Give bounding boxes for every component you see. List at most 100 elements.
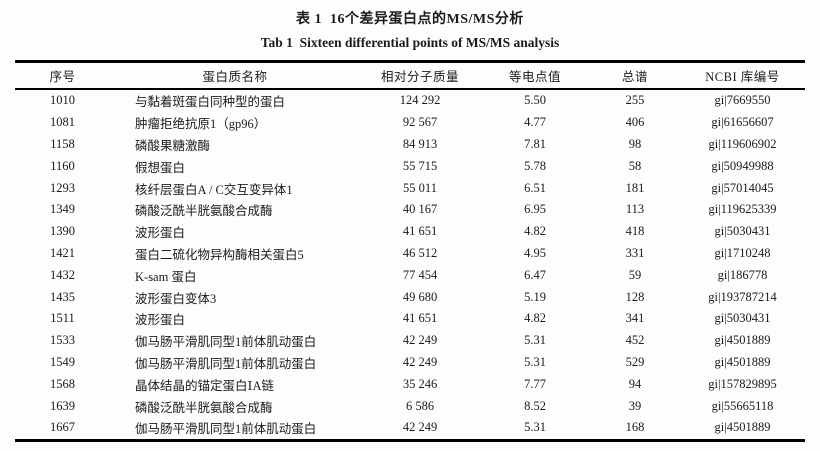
- cell-isoelectric-point: 7.81: [524, 136, 546, 151]
- msms-analysis-table: 序号 蛋白质名称 相对分子质量 等电点值 总谱 NCBI 库编号 1010 与黏着…: [15, 60, 805, 442]
- cell-protein-name: 波形蛋白: [135, 226, 186, 241]
- cell-molecular-mass: 6 586: [405, 398, 435, 413]
- cell-total-spectrum: 341: [625, 311, 645, 326]
- cell-ncbi-id: gi|119606902: [708, 136, 777, 151]
- cell-ncbi-id: gi|5030431: [714, 311, 771, 326]
- cell-molecular-mass: 49 680: [402, 289, 438, 304]
- table-row: 1432 K-sam 蛋白 77 454 6.47 59 gi|186778: [15, 264, 805, 286]
- table-row: 1511 波形蛋白 41 651 4.82 341 gi|5030431: [15, 308, 805, 330]
- table-row: 1158 磷酸果糖激酶 84 913 7.81 98 gi|119606902: [15, 134, 805, 156]
- cell-total-spectrum: 331: [625, 245, 645, 260]
- cell-spot-id: 1081: [50, 115, 75, 130]
- cell-molecular-mass: 42 249: [402, 420, 438, 435]
- cell-total-spectrum: 168: [625, 420, 645, 435]
- cell-total-spectrum: 418: [625, 224, 645, 239]
- cell-spot-id: 1010: [50, 93, 75, 108]
- cell-ncbi-id: gi|57014045: [711, 180, 774, 195]
- cell-protein-name: 晶体结晶的锚定蛋白ⅠA链: [135, 378, 274, 393]
- cell-total-spectrum: 128: [625, 289, 645, 304]
- cell-isoelectric-point: 5.31: [524, 333, 546, 348]
- cell-spot-id: 1435: [50, 289, 75, 304]
- cell-spot-id: 1511: [50, 311, 75, 326]
- cell-spot-id: 1639: [50, 398, 75, 413]
- cell-spot-id: 1568: [50, 376, 75, 391]
- cell-molecular-mass: 42 249: [402, 333, 438, 348]
- cell-total-spectrum: 113: [625, 202, 645, 217]
- table-row: 1568 晶体结晶的锚定蛋白ⅠA链 35 246 7.77 94 gi|157829895: [15, 373, 805, 395]
- table-row: 1421 蛋白二硫化物异构酶相关蛋白5 46 512 4.95 331 gi|171024…: [15, 243, 805, 265]
- cell-molecular-mass: 84 913: [402, 136, 438, 151]
- table-row: 1160 假想蛋白 55 715 5.78 58 gi|50949988: [15, 155, 805, 177]
- cell-isoelectric-point: 5.31: [524, 420, 546, 435]
- cell-ncbi-id: gi|186778: [717, 267, 768, 282]
- cell-total-spectrum: 529: [625, 354, 645, 369]
- cell-molecular-mass: 41 651: [402, 311, 438, 326]
- cell-isoelectric-point: 5.50: [524, 93, 546, 108]
- cell-isoelectric-point: 5.19: [524, 289, 546, 304]
- cell-spot-id: 1533: [50, 333, 75, 348]
- cell-isoelectric-point: 6.47: [524, 267, 546, 282]
- cell-isoelectric-point: 6.51: [524, 180, 546, 195]
- cell-ncbi-id: gi|55665118: [711, 398, 774, 413]
- column-header-ncbi-id: NCBI 库编号: [705, 70, 780, 84]
- cell-total-spectrum: 39: [628, 398, 642, 413]
- cell-protein-name: 伽马肠平滑肌同型1前体肌动蛋白: [135, 356, 317, 371]
- cell-ncbi-id: gi|5030431: [714, 224, 771, 239]
- cell-total-spectrum: 406: [625, 115, 645, 130]
- cell-ncbi-id: gi|119625339: [708, 202, 777, 217]
- table-caption-zh: 表 1 16个差异蛋白点的MS/MS分析: [296, 12, 524, 27]
- cell-molecular-mass: 42 249: [402, 354, 438, 369]
- cell-ncbi-id: gi|193787214: [708, 289, 777, 304]
- cell-isoelectric-point: 4.95: [524, 245, 546, 260]
- cell-protein-name: 磷酸果糖激酶: [135, 138, 211, 153]
- cell-isoelectric-point: 6.95: [524, 202, 546, 217]
- cell-total-spectrum: 94: [628, 376, 642, 391]
- cell-molecular-mass: 55 715: [402, 158, 438, 173]
- column-header-total-spectrum: 总谱: [621, 70, 648, 84]
- cell-ncbi-id: gi|7669550: [714, 93, 771, 108]
- cell-protein-name: 肿瘤拒绝抗原1（gp96）: [135, 117, 267, 132]
- cell-spot-id: 1293: [50, 180, 75, 195]
- cell-molecular-mass: 40 167: [402, 202, 438, 217]
- cell-molecular-mass: 77 454: [402, 267, 438, 282]
- table-body: 1010 与黏着斑蛋白同种型的蛋白 124 292 5.50 255 gi|7669550…: [15, 89, 805, 440]
- column-header-spot-id: 序号: [49, 70, 76, 84]
- cell-isoelectric-point: 5.31: [524, 354, 546, 369]
- cell-protein-name: 蛋白二硫化物异构酶相关蛋白5: [135, 247, 304, 262]
- cell-isoelectric-point: 4.82: [524, 224, 546, 239]
- table-row: 1293 核纤层蛋白A / C交互变异体1 55 011 6.51 181 gi|5701…: [15, 177, 805, 199]
- cell-protein-name: 磷酸泛酰半胱氨酸合成酶: [135, 400, 273, 415]
- cell-isoelectric-point: 5.78: [524, 158, 546, 173]
- cell-molecular-mass: 41 651: [402, 224, 438, 239]
- cell-molecular-mass: 124 292: [399, 93, 441, 108]
- table-header-row: 序号 蛋白质名称 相对分子质量 等电点值 总谱 NCBI 库编号: [15, 62, 805, 89]
- cell-ncbi-id: gi|50949988: [711, 158, 774, 173]
- cell-protein-name: 伽马肠平滑肌同型1前体肌动蛋白: [135, 422, 317, 437]
- cell-protein-name: 波形蛋白变体3: [135, 291, 217, 306]
- table-row: 1533 伽马肠平滑肌同型1前体肌动蛋白 42 249 5.31 452 gi|45018…: [15, 330, 805, 352]
- cell-molecular-mass: 46 512: [402, 245, 438, 260]
- cell-ncbi-id: gi|61656607: [711, 115, 774, 130]
- cell-protein-name: 核纤层蛋白A / C交互变异体1: [135, 182, 293, 197]
- cell-isoelectric-point: 4.82: [524, 311, 546, 326]
- cell-protein-name: K-sam 蛋白: [135, 269, 197, 284]
- cell-total-spectrum: 58: [628, 158, 642, 173]
- table-row: 1667 伽马肠平滑肌同型1前体肌动蛋白 42 249 5.31 168 gi|45018…: [15, 417, 805, 440]
- cell-molecular-mass: 55 011: [403, 180, 437, 195]
- table-row: 1081 肿瘤拒绝抗原1（gp96） 92 567 4.77 406 gi|6165660…: [15, 112, 805, 134]
- cell-molecular-mass: 35 246: [402, 376, 438, 391]
- column-header-isoelectric-point: 等电点值: [508, 70, 561, 84]
- cell-protein-name: 与黏着斑蛋白同种型的蛋白: [135, 95, 286, 110]
- table-row: 1349 磷酸泛酰半胱氨酸合成酶 40 167 6.95 113 gi|119625339: [15, 199, 805, 221]
- cell-molecular-mass: 92 567: [402, 115, 438, 130]
- table-row: 1390 波形蛋白 41 651 4.82 418 gi|5030431: [15, 221, 805, 243]
- cell-total-spectrum: 452: [625, 333, 645, 348]
- cell-spot-id: 1160: [50, 158, 75, 173]
- cell-isoelectric-point: 4.77: [524, 115, 546, 130]
- cell-spot-id: 1158: [50, 136, 75, 151]
- cell-isoelectric-point: 8.52: [524, 398, 546, 413]
- column-header-molecular-mass: 相对分子质量: [380, 70, 459, 84]
- table-row: 1639 磷酸泛酰半胱氨酸合成酶 6 586 8.52 39 gi|55665118: [15, 395, 805, 417]
- table-caption-en: Tab 1 Sixteen differential points of MS/…: [260, 35, 560, 50]
